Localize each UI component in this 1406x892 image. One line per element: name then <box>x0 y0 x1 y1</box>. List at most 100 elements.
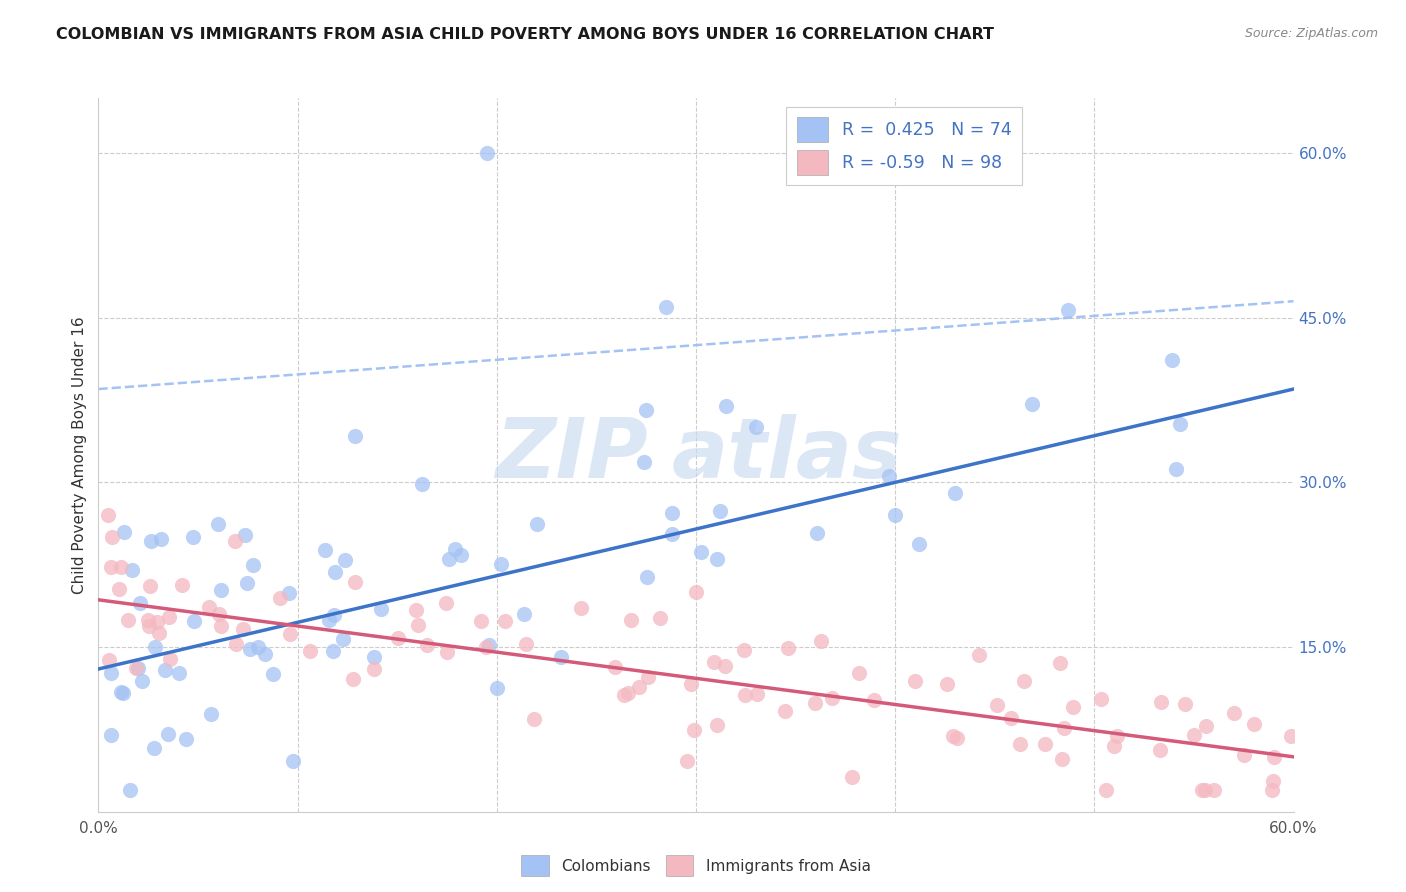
Point <box>174 732 197 747</box>
Point <box>159 652 181 666</box>
Point <box>714 399 737 413</box>
Point <box>1161 353 1184 368</box>
Point <box>1102 739 1125 753</box>
Y-axis label: Child Poverty Among Boys Under 16: Child Poverty Among Boys Under 16 <box>72 316 87 594</box>
Point <box>207 516 229 531</box>
Point <box>1149 743 1171 757</box>
Point <box>636 570 658 584</box>
Legend: Colombians, Immigrants from Asia: Colombians, Immigrants from Asia <box>515 848 877 882</box>
Point <box>207 607 229 621</box>
Point <box>706 718 728 732</box>
Point <box>239 642 262 657</box>
Point <box>616 686 638 700</box>
Point <box>943 486 966 500</box>
Point <box>526 516 548 531</box>
Point <box>776 641 799 656</box>
Point <box>139 579 162 593</box>
Point <box>232 622 254 636</box>
Point <box>676 754 699 768</box>
Point <box>110 560 132 574</box>
Point <box>703 655 725 669</box>
Point <box>363 662 385 676</box>
Point <box>1174 697 1197 711</box>
Point <box>269 591 291 605</box>
Point <box>512 607 534 622</box>
Point <box>136 613 159 627</box>
Point <box>281 754 304 768</box>
Point <box>1107 729 1129 743</box>
Point <box>124 661 146 675</box>
Point <box>1000 711 1022 725</box>
Point <box>714 659 737 673</box>
Point <box>1233 748 1256 763</box>
Point <box>1261 782 1284 797</box>
Point <box>434 596 457 610</box>
Point <box>877 469 900 483</box>
Point <box>569 600 592 615</box>
Point <box>648 610 671 624</box>
Point <box>515 637 537 651</box>
Point <box>343 575 366 590</box>
Point <box>224 534 246 549</box>
Point <box>262 667 284 681</box>
Point <box>387 632 409 646</box>
Point <box>343 429 366 443</box>
Point <box>489 557 512 571</box>
Point <box>634 403 657 417</box>
Point <box>986 698 1008 713</box>
Point <box>706 551 728 566</box>
Point <box>277 586 299 600</box>
Point <box>1279 729 1302 743</box>
Point <box>172 578 194 592</box>
Point <box>1010 737 1032 751</box>
Point <box>157 726 180 740</box>
Point <box>613 688 636 702</box>
Point <box>655 300 678 314</box>
Point <box>603 660 626 674</box>
Point <box>278 626 301 640</box>
Point <box>633 454 655 468</box>
Point <box>323 565 346 579</box>
Point <box>733 642 755 657</box>
Point <box>370 602 392 616</box>
Point <box>1191 782 1213 797</box>
Point <box>1062 699 1084 714</box>
Point <box>967 648 990 662</box>
Point <box>486 681 509 695</box>
Point <box>342 672 364 686</box>
Point <box>863 693 886 707</box>
Point <box>138 619 160 633</box>
Point <box>494 614 516 628</box>
Point <box>242 558 264 572</box>
Point <box>450 548 472 562</box>
Point <box>157 609 180 624</box>
Point <box>1053 721 1076 735</box>
Point <box>253 647 276 661</box>
Point <box>1012 674 1035 689</box>
Point <box>110 685 132 699</box>
Point <box>1056 303 1078 318</box>
Point <box>148 626 170 640</box>
Point <box>478 638 501 652</box>
Point <box>127 660 149 674</box>
Point <box>942 729 965 743</box>
Point <box>661 506 683 520</box>
Point <box>131 673 153 688</box>
Point <box>841 770 863 784</box>
Point <box>803 696 825 710</box>
Point <box>298 643 321 657</box>
Point <box>946 731 969 746</box>
Point <box>745 420 768 434</box>
Point <box>98 653 121 667</box>
Point <box>139 534 162 549</box>
Point <box>773 704 796 718</box>
Point <box>411 477 433 491</box>
Point <box>197 599 219 614</box>
Point <box>1261 774 1284 789</box>
Point <box>183 615 205 629</box>
Text: atlas: atlas <box>672 415 903 495</box>
Point <box>1049 656 1071 670</box>
Point <box>627 680 650 694</box>
Point <box>709 504 731 518</box>
Point <box>333 553 356 567</box>
